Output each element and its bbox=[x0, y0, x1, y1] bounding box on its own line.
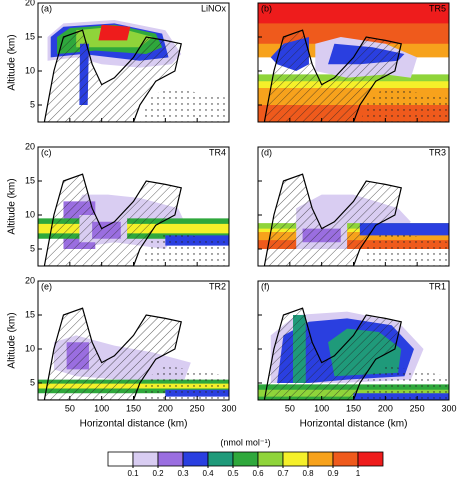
y-tick-label: 15 bbox=[25, 31, 35, 41]
stippled-region bbox=[359, 366, 449, 400]
panel-label: (e) bbox=[41, 281, 52, 291]
hatched-region bbox=[43, 173, 182, 266]
hatched-region bbox=[43, 307, 182, 400]
panel: (b) TR5 bbox=[257, 2, 450, 123]
x-tick-label: 200 bbox=[158, 403, 173, 413]
colorbar-label: 0.4 bbox=[202, 469, 214, 478]
y-tick-label: 10 bbox=[25, 65, 35, 75]
panel-name: TR5 bbox=[429, 3, 446, 13]
contour-field bbox=[38, 147, 229, 266]
y-tick-label: 20 bbox=[25, 0, 35, 7]
contour-fill bbox=[258, 3, 449, 24]
y-tick-label: 15 bbox=[25, 309, 35, 319]
panel: (d) TR3 bbox=[257, 146, 450, 267]
panel-name: TR3 bbox=[429, 147, 446, 157]
x-tick-label: 100 bbox=[94, 403, 109, 413]
contour-fill bbox=[359, 223, 449, 236]
colorbar-label: 0.9 bbox=[327, 469, 339, 478]
x-axis-label: Horizontal distance (km) bbox=[300, 419, 408, 430]
colorbar-label: 0.3 bbox=[177, 469, 189, 478]
colorbar-label: 0.1 bbox=[127, 469, 139, 478]
colorbar-cell bbox=[107, 451, 134, 467]
panel: (e) TR2 5 10 15 20 50 100 150 200 250 300 Altitude (… bbox=[7, 275, 237, 429]
y-axis-label: Altitude (km) bbox=[7, 178, 18, 234]
x-tick-label: 300 bbox=[221, 403, 236, 413]
colorbar-label: 0.5 bbox=[227, 469, 239, 478]
panel: (f) TR1 50 100 150 200 250 300 Horizontal distan… bbox=[257, 280, 457, 430]
contour-field bbox=[258, 281, 449, 400]
x-tick-label: 200 bbox=[378, 403, 393, 413]
panel: (a) LiNOx 5 10 15 20 Altitude (km) bbox=[7, 0, 230, 123]
panel: (c) TR4 5 10 15 20 Altitude (km) bbox=[7, 141, 230, 267]
y-tick-label: 5 bbox=[30, 243, 35, 253]
stippled-region bbox=[139, 232, 229, 266]
x-axis-label: Horizontal distance (km) bbox=[80, 419, 188, 430]
x-tick-label: 250 bbox=[410, 403, 425, 413]
y-tick-label: 10 bbox=[25, 209, 35, 219]
panel-name: TR2 bbox=[209, 281, 226, 291]
y-tick-label: 15 bbox=[25, 175, 35, 185]
hatched-region bbox=[263, 173, 402, 266]
colorbar-cell bbox=[207, 451, 234, 467]
contour-field bbox=[38, 281, 229, 400]
hatched-region bbox=[43, 29, 182, 122]
y-axis-label: Altitude (km) bbox=[7, 34, 18, 90]
y-tick-label: 5 bbox=[30, 377, 35, 387]
colorbar-label: 0.7 bbox=[277, 469, 289, 478]
x-tick-label: 100 bbox=[314, 403, 329, 413]
panel-label: (f) bbox=[261, 281, 270, 291]
x-tick-label: 50 bbox=[65, 403, 75, 413]
x-tick-label: 300 bbox=[441, 403, 456, 413]
colorbar-cell bbox=[232, 451, 259, 467]
hatched-region bbox=[263, 29, 402, 122]
panel-name: TR1 bbox=[429, 281, 446, 291]
colorbar-label: 0.2 bbox=[152, 469, 164, 478]
colorbar-cell bbox=[182, 451, 209, 467]
stippled-region bbox=[139, 366, 229, 400]
hatched-region bbox=[263, 307, 402, 400]
y-axis-label: Altitude (km) bbox=[7, 312, 18, 368]
y-tick-label: 10 bbox=[25, 343, 35, 353]
colorbar-cell bbox=[132, 451, 159, 467]
colorbar-title: (nmol mol⁻¹) bbox=[220, 437, 270, 447]
contour-field bbox=[258, 3, 449, 122]
colorbar-cell bbox=[257, 451, 284, 467]
panel-label: (d) bbox=[261, 147, 272, 157]
colorbar-label: 0.6 bbox=[252, 469, 264, 478]
x-tick-label: 50 bbox=[285, 403, 295, 413]
colorbar-cell bbox=[157, 451, 184, 467]
contour-field bbox=[38, 3, 229, 122]
colorbar-label: 0.8 bbox=[302, 469, 314, 478]
colorbar-cell bbox=[357, 451, 384, 467]
panel-name: TR4 bbox=[209, 147, 226, 157]
stippled-region bbox=[359, 88, 449, 122]
x-tick-label: 150 bbox=[126, 403, 141, 413]
colorbar-label: 1 bbox=[356, 469, 361, 478]
stippled-region bbox=[139, 88, 229, 122]
panel-label: (c) bbox=[41, 147, 52, 157]
stippled-region bbox=[359, 232, 449, 266]
y-tick-label: 20 bbox=[25, 275, 35, 285]
panel-name: LiNOx bbox=[201, 3, 227, 13]
y-tick-label: 20 bbox=[25, 141, 35, 151]
x-tick-label: 150 bbox=[346, 403, 361, 413]
x-tick-label: 250 bbox=[190, 403, 205, 413]
panel-label: (a) bbox=[41, 3, 52, 13]
colorbar-cell bbox=[307, 451, 334, 467]
y-tick-label: 5 bbox=[30, 99, 35, 109]
colorbar-cell bbox=[282, 451, 309, 467]
panel-label: (b) bbox=[261, 3, 272, 13]
contour-field bbox=[258, 147, 449, 266]
colorbar-cell bbox=[332, 451, 359, 467]
contour-fill bbox=[98, 24, 131, 41]
